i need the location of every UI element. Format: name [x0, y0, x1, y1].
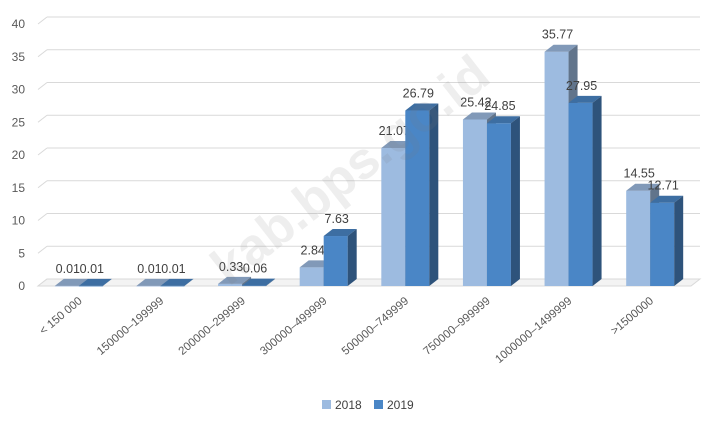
- legend-swatch: [374, 400, 383, 409]
- gridline-depth: [37, 49, 48, 58]
- bar-top: [544, 44, 578, 52]
- legend-label: 2019: [387, 398, 414, 412]
- bar-front: [54, 285, 79, 287]
- bar-front: [218, 283, 243, 286]
- bar-side: [266, 278, 276, 286]
- bar-top: [242, 278, 276, 286]
- y-tick-label: 35: [12, 50, 26, 64]
- gridline-depth: [37, 147, 48, 156]
- x-tick-label: 750000–999999: [421, 295, 492, 358]
- x-tick-label: 500000–749999: [340, 295, 411, 358]
- bar-top: [218, 276, 252, 284]
- bar-2018: [218, 276, 252, 286]
- bar-top: [462, 112, 496, 120]
- bar-top: [405, 103, 439, 111]
- bar-2019: [78, 278, 112, 287]
- bar-front: [650, 202, 675, 286]
- x-tick-label: 150000–199999: [95, 295, 166, 358]
- data-label: 24.85: [484, 99, 515, 113]
- bar-top: [626, 183, 660, 191]
- bar-side: [510, 116, 520, 286]
- y-tick-label: 30: [12, 83, 26, 97]
- x-tick-label: >1500000: [609, 295, 656, 337]
- bar-2019: [160, 278, 194, 287]
- bar-2019: [242, 278, 276, 287]
- bar-front: [544, 51, 569, 287]
- bar-side: [242, 276, 252, 286]
- data-label: 0.33: [219, 260, 243, 274]
- bar-2019: [486, 116, 520, 286]
- y-tick-label: 15: [12, 181, 26, 195]
- bar-top: [650, 195, 684, 203]
- bar-front: [626, 190, 651, 286]
- data-label: 2.84: [301, 243, 325, 257]
- gridline-depth: [37, 16, 48, 25]
- gridline-depth: [37, 180, 48, 189]
- y-tick-label: 5: [18, 246, 25, 260]
- bar-front: [160, 285, 185, 287]
- y-tick-label: 20: [12, 148, 26, 162]
- bar-top: [568, 95, 602, 103]
- y-tick-label: 0: [18, 279, 25, 293]
- bar-front: [299, 267, 324, 286]
- bar-2019: [568, 95, 602, 287]
- bar-front: [486, 123, 511, 286]
- bar-top: [78, 278, 112, 286]
- gridline-depth: [37, 82, 48, 90]
- bar-side: [429, 103, 439, 286]
- bar-front: [462, 119, 487, 287]
- x-tick-label: 200000–299999: [177, 295, 248, 358]
- gridline-depth: [37, 213, 48, 221]
- bar-2019: [650, 195, 684, 286]
- data-label: 0.06: [243, 262, 267, 276]
- gridline-depth: [37, 245, 48, 254]
- data-label: 27.95: [566, 79, 597, 93]
- bar-top: [136, 278, 170, 286]
- data-label: 0.01: [161, 262, 185, 276]
- bar-front: [136, 285, 161, 287]
- data-label: 21.07: [379, 124, 410, 138]
- data-label: 0.01: [137, 262, 161, 276]
- bar-2019: [323, 229, 357, 286]
- bar-side: [592, 95, 602, 287]
- bar-front: [568, 102, 593, 287]
- data-label: 14.55: [624, 167, 655, 181]
- gridline-depth: [37, 114, 48, 123]
- legend-label: 2018: [335, 398, 362, 412]
- legend-item-2019: 2019: [374, 398, 414, 412]
- data-label: 0.01: [80, 262, 104, 276]
- data-label: 7.63: [325, 212, 349, 226]
- bar-side: [674, 195, 684, 286]
- data-label: 25.42: [460, 95, 491, 109]
- y-tick-label: 25: [12, 115, 26, 129]
- bar-front: [323, 236, 348, 286]
- data-label: 26.79: [403, 87, 434, 101]
- bar-front: [381, 147, 406, 286]
- bar-front: [242, 285, 267, 287]
- x-tick-label: < 150 000: [38, 295, 85, 337]
- bar-top: [323, 229, 357, 237]
- bar-top: [160, 278, 194, 286]
- bar-side: [184, 278, 194, 286]
- x-tick-label: 1000000–1499999: [493, 295, 574, 366]
- data-label: 0.01: [56, 262, 80, 276]
- bar-2019: [405, 103, 439, 286]
- bar-top: [486, 116, 520, 124]
- legend-item-2018: 2018: [322, 398, 362, 412]
- y-tick-label: 40: [12, 17, 26, 31]
- y-tick-label: 10: [12, 214, 26, 228]
- legend-swatch: [322, 400, 331, 409]
- data-label: 12.71: [648, 179, 679, 193]
- data-label: 35.77: [542, 28, 573, 42]
- chart-floor: [36, 278, 702, 287]
- bar-side: [347, 229, 357, 286]
- bar-front: [405, 110, 430, 286]
- bar-side: [102, 278, 112, 286]
- bar-front: [78, 285, 103, 287]
- x-tick-label: 300000–499999: [258, 295, 329, 358]
- bar-top: [54, 278, 88, 286]
